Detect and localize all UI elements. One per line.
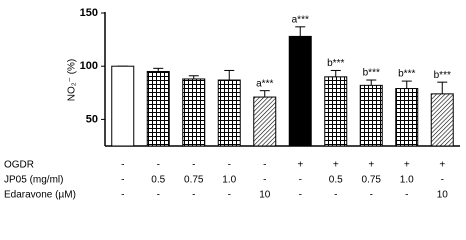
annotation: a*** — [256, 78, 273, 89]
bar — [430, 93, 454, 147]
table-cell: 10 — [437, 190, 449, 201]
table-cell: - — [192, 190, 195, 201]
table-cell: - — [263, 175, 266, 186]
table-cell: + — [368, 160, 374, 171]
bar — [359, 84, 383, 147]
annotation: b*** — [327, 58, 344, 69]
table-cell: + — [297, 160, 303, 171]
table-cell: 10 — [259, 190, 271, 201]
bar — [217, 79, 241, 147]
table-cell: - — [441, 175, 444, 186]
table-cell: + — [439, 160, 445, 171]
bar — [253, 96, 277, 147]
table-cell: 1.0 — [400, 175, 414, 186]
table-cell: - — [370, 190, 373, 201]
table-cell: + — [333, 160, 339, 171]
table-cell: + — [404, 160, 410, 171]
chart: NO₂⁻ (%) 50 100 150 a*** a*** b*** b*** b*** b**… — [4, 7, 460, 201]
bar — [395, 88, 419, 147]
bar — [288, 35, 312, 147]
table-cell: - — [405, 190, 408, 201]
table-cell: - — [121, 160, 124, 171]
y-tick-label: 150 — [80, 7, 98, 19]
row-label: OGDR — [4, 160, 34, 171]
bar — [146, 71, 170, 147]
table-cell: 0.75 — [362, 175, 382, 186]
bar — [182, 78, 206, 147]
y-tick-label: 100 — [80, 60, 98, 72]
annotation: b*** — [398, 69, 415, 80]
table-cell: 0.5 — [151, 175, 165, 186]
bar — [111, 65, 135, 147]
table-cell: - — [334, 190, 337, 201]
table-cell: 0.5 — [329, 175, 343, 186]
table-cell: - — [263, 160, 266, 171]
table-cell: - — [157, 160, 160, 171]
table-cell: - — [228, 160, 231, 171]
row-label: Edaravone (µM) — [4, 190, 76, 201]
table-cell: 1.0 — [222, 175, 236, 186]
y-tick-label: 50 — [86, 113, 98, 125]
table-cell: - — [299, 190, 302, 201]
table-cell: - — [192, 160, 195, 171]
y-axis-label: NO₂⁻ (%) — [67, 59, 78, 102]
annotation: b*** — [434, 70, 451, 81]
table-cell: 0.75 — [184, 175, 204, 186]
table-cell: - — [228, 190, 231, 201]
table-cell: - — [299, 175, 302, 186]
table-cell: - — [157, 190, 160, 201]
annotation: a*** — [292, 14, 309, 25]
row-label: JP05 (mg/ml) — [4, 175, 63, 186]
table-cell: - — [121, 190, 124, 201]
bar — [324, 76, 348, 147]
annotation: b*** — [363, 68, 380, 79]
table-cell: - — [121, 175, 124, 186]
